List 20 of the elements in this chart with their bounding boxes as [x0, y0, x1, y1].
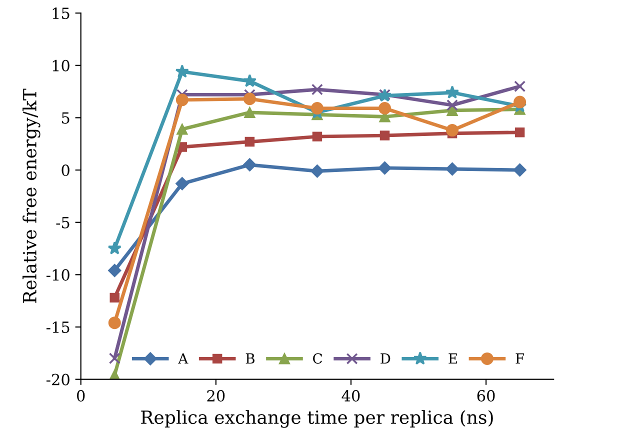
y-tick-label: -5	[56, 217, 70, 228]
legend-label: B	[246, 353, 254, 364]
legend-label: A	[178, 353, 188, 364]
y-tick-label: -20	[46, 374, 70, 386]
x-axis-title: Replica exchange time per replica (ns)	[141, 410, 493, 428]
x-tick-label: 0	[77, 390, 85, 402]
y-tick-label: 5	[62, 112, 70, 124]
y-tick-label: 15	[52, 8, 70, 20]
y-tick-label: -10	[46, 269, 70, 281]
x-tick-label: 60	[477, 390, 495, 402]
y-axis-title: Relative free energy/kT	[22, 88, 40, 303]
legend-label: C	[313, 353, 322, 364]
legend-label: D	[380, 353, 390, 364]
y-tick-label: -15	[46, 321, 70, 334]
y-tick-label: 10	[52, 60, 70, 72]
y-tick-label: 0	[62, 164, 70, 176]
x-tick-label: 20	[207, 390, 225, 402]
legend-label: F	[516, 353, 524, 364]
x-tick-label: 40	[342, 390, 360, 402]
legend-label: E	[448, 353, 457, 364]
